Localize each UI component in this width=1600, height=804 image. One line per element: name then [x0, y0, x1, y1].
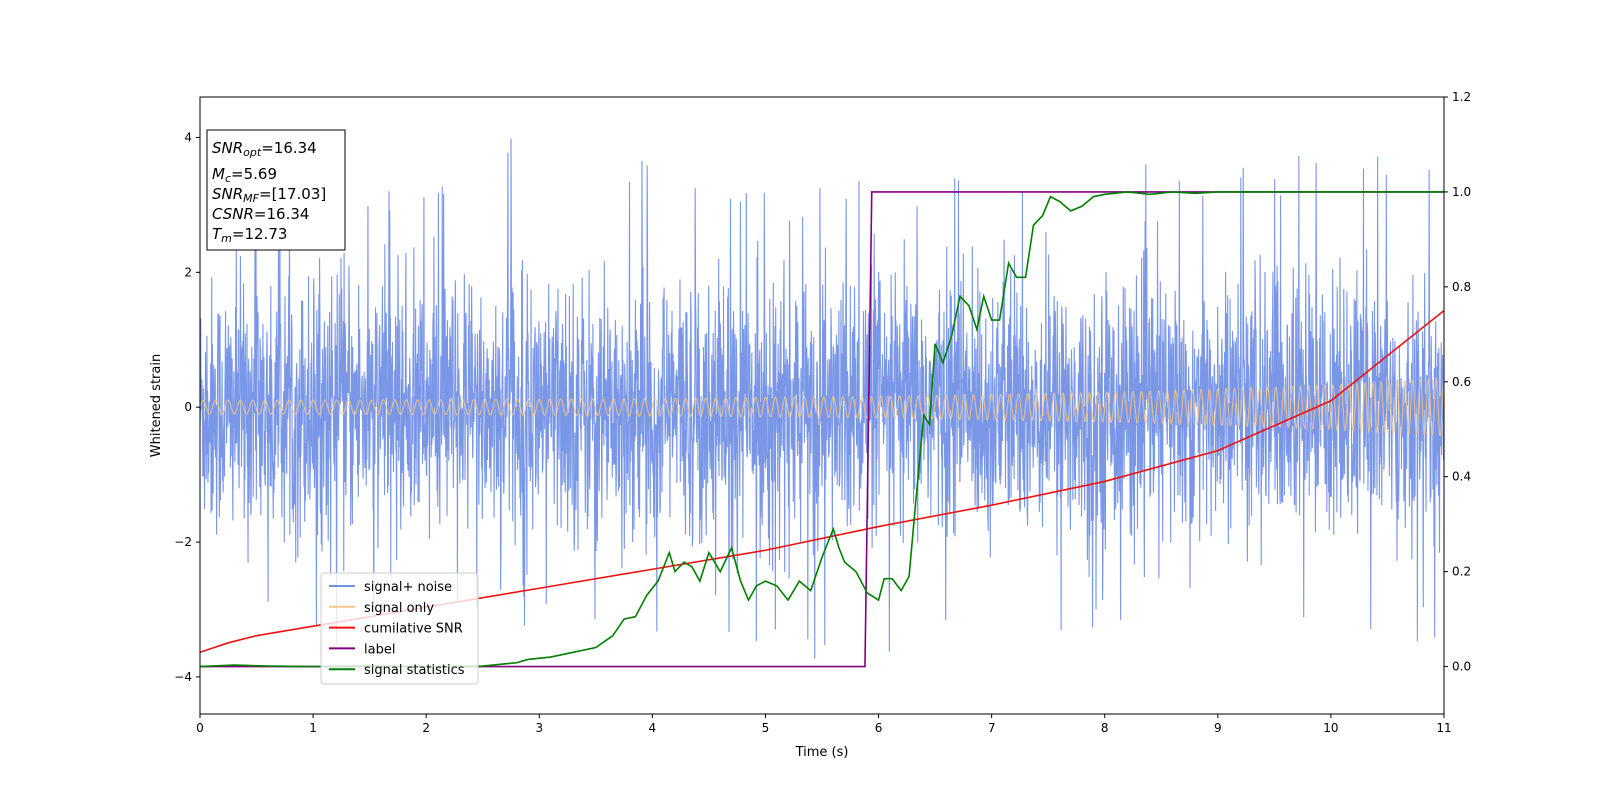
series-signal-plus-noise	[200, 138, 1444, 659]
info-box-line: SNRopt=16.34	[212, 139, 317, 159]
info-box: SNRopt=16.34 Mc=5.69SNRMF=[17.03]CSNR=16.…	[206, 129, 346, 251]
axes-layer: 0 1 2 3 4 5 6 7 8 9 10 11 −4 −2 0 2 4 0.0 0.2 0.4 0.6 0.8 1.0 1…	[174, 90, 1471, 735]
x-tick-label: 3	[535, 721, 543, 735]
x-tick-label: 4	[649, 721, 657, 735]
info-box-line: Mc=5.69	[212, 165, 277, 185]
legend: signal+ noise signal only cumilative SNR la…	[320, 572, 479, 685]
y2-tick-label: 1.2	[1452, 90, 1471, 104]
x-tick-label: 9	[1214, 721, 1222, 735]
info-box-line: Tm=12.73	[212, 225, 287, 245]
x-tick-label: 7	[988, 721, 996, 735]
series-layer	[200, 138, 1444, 668]
legend-frame	[320, 572, 479, 685]
x-tick-label: 6	[875, 721, 883, 735]
series-cumulative-snr	[200, 309, 1444, 654]
plot-frame	[199, 96, 1445, 715]
y2-tick-label: 0.8	[1452, 280, 1471, 294]
legend-entry: cumilative SNR	[364, 622, 463, 637]
y2-tick-label: 0.4	[1452, 470, 1471, 484]
y-tick-label: 0	[184, 400, 192, 414]
x-tick-label: 5	[762, 721, 770, 735]
info-box-line: CSNR=16.34	[212, 205, 309, 223]
info-box-line: SNRMF=[17.03]	[212, 185, 326, 205]
x-tick-label: 0	[196, 721, 204, 735]
legend-entry: signal+ noise	[364, 580, 452, 595]
y2-tick-label: 0.6	[1452, 375, 1471, 389]
series-signal-only	[200, 376, 1444, 438]
series-label	[200, 191, 1444, 668]
series-signal-statistics	[200, 191, 1444, 668]
y-tick-label: −4	[174, 670, 192, 684]
legend-entry: signal statistics	[364, 663, 465, 678]
x-tick-label: 2	[422, 721, 430, 735]
y-axis-label: Whitened strain	[149, 354, 164, 457]
y-tick-label: 4	[184, 130, 192, 144]
x-tick-label: 1	[309, 721, 317, 735]
y-tick-label: 2	[184, 265, 192, 279]
x-tick-label: 10	[1323, 721, 1338, 735]
y2-tick-label: 0.0	[1452, 660, 1471, 674]
info-box-frame	[206, 129, 346, 251]
y2-tick-label: 0.2	[1452, 565, 1471, 579]
y2-tick-label: 1.0	[1452, 185, 1471, 199]
legend-entry: signal only	[364, 601, 434, 616]
x-axis-label: Time (s)	[795, 745, 849, 760]
x-tick-label: 11	[1436, 721, 1451, 735]
x-tick-label: 8	[1101, 721, 1109, 735]
legend-entry: label	[364, 642, 395, 657]
y-tick-label: −2	[174, 535, 192, 549]
